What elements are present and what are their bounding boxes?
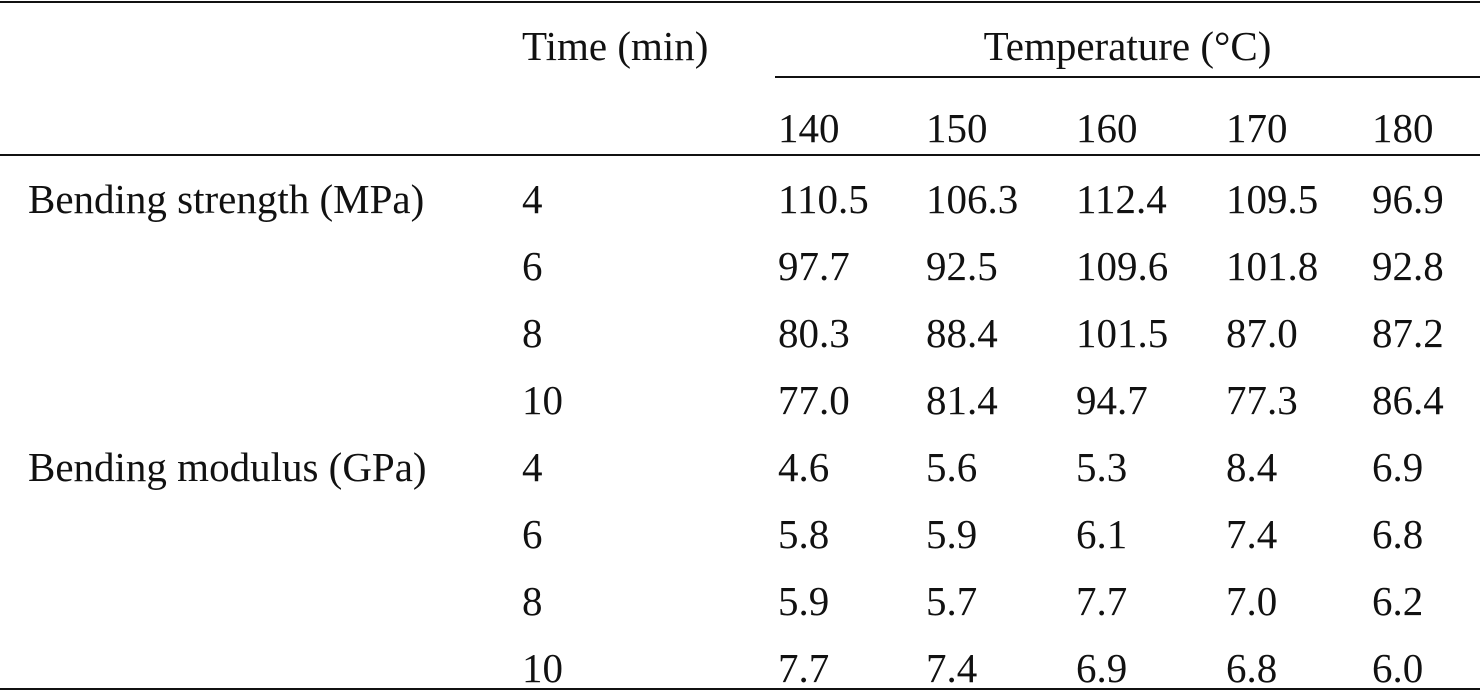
value-cell: 106.3 [926,176,1019,222]
value-cell: 6.9 [1076,645,1128,691]
header-temperature-170: 170 [1226,105,1288,151]
value-cell: 81.4 [926,377,998,423]
value-cell: 6.8 [1372,511,1424,557]
bottom-rule [0,688,1480,690]
group-label: Bending modulus (GPa) [28,444,427,490]
temperature-span-rule [775,76,1480,78]
value-cell: 87.2 [1372,310,1444,356]
value-cell: 101.8 [1226,243,1319,289]
value-cell: 8.4 [1226,444,1278,490]
value-cell: 109.5 [1226,176,1319,222]
value-cell: 92.5 [926,243,998,289]
top-rule [0,1,1480,3]
value-cell: 92.8 [1372,243,1444,289]
time-cell: 6 [522,511,543,557]
time-cell: 10 [522,377,563,423]
value-cell: 5.6 [926,444,978,490]
value-cell: 77.0 [778,377,850,423]
value-cell: 112.4 [1076,176,1167,222]
value-cell: 6.0 [1372,645,1424,691]
value-cell: 80.3 [778,310,850,356]
header-temperature-180: 180 [1372,105,1434,151]
value-cell: 88.4 [926,310,998,356]
time-cell: 10 [522,645,563,691]
value-cell: 110.5 [778,176,869,222]
value-cell: 4.6 [778,444,830,490]
value-cell: 77.3 [1226,377,1298,423]
time-cell: 8 [522,310,543,356]
value-cell: 7.4 [926,645,978,691]
value-cell: 94.7 [1076,377,1148,423]
value-cell: 6.2 [1372,578,1424,624]
header-temperature-150: 150 [926,105,988,151]
value-cell: 97.7 [778,243,850,289]
value-cell: 6.9 [1372,444,1424,490]
value-cell: 5.3 [1076,444,1128,490]
value-cell: 5.8 [778,511,830,557]
time-cell: 4 [522,176,543,222]
value-cell: 5.9 [926,511,978,557]
value-cell: 7.7 [1076,578,1128,624]
header-temperature-160: 160 [1076,105,1138,151]
header-rule [0,154,1480,156]
value-cell: 7.0 [1226,578,1278,624]
value-cell: 7.4 [1226,511,1278,557]
header-temperature: Temperature (°C) [983,23,1272,69]
value-cell: 87.0 [1226,310,1298,356]
time-cell: 8 [522,578,543,624]
value-cell: 6.1 [1076,511,1128,557]
value-cell: 7.7 [778,645,830,691]
header-temperature-140: 140 [778,105,840,151]
value-cell: 109.6 [1076,243,1169,289]
value-cell: 96.9 [1372,176,1444,222]
header-time: Time (min) [522,23,709,69]
time-cell: 4 [522,444,543,490]
value-cell: 86.4 [1372,377,1444,423]
value-cell: 5.9 [778,578,830,624]
time-cell: 6 [522,243,543,289]
group-label: Bending strength (MPa) [28,176,425,222]
value-cell: 101.5 [1076,310,1169,356]
value-cell: 5.7 [926,578,978,624]
value-cell: 6.8 [1226,645,1278,691]
